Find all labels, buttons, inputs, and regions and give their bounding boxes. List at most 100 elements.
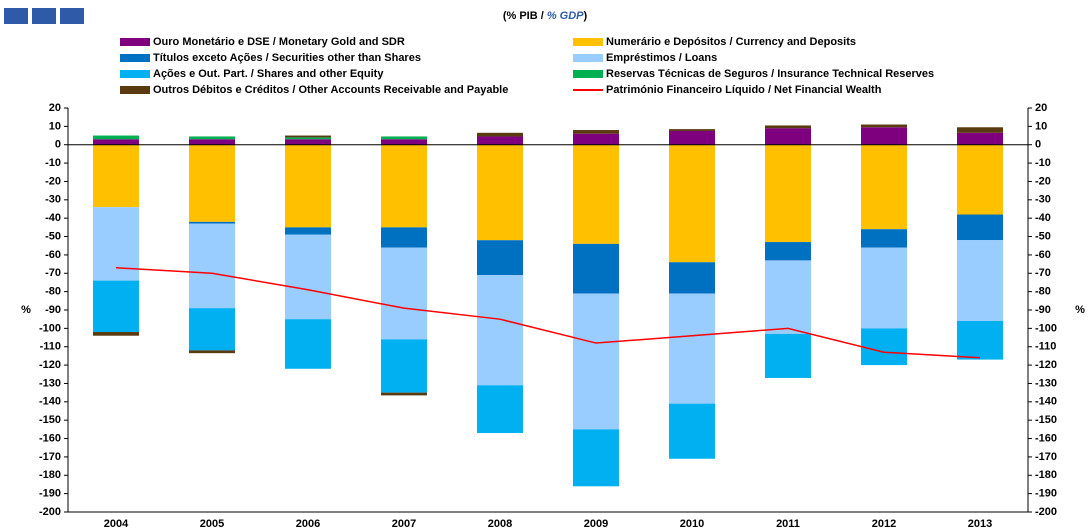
y2-tick-label: -140 (1035, 396, 1057, 408)
legend-swatch (120, 86, 150, 94)
bar-segment (285, 234, 331, 320)
x-tick-label: 2009 (584, 518, 608, 530)
bar-segment (861, 247, 907, 329)
bar-segment (477, 385, 523, 434)
bar-segment (189, 223, 235, 309)
y2-tick-label: -20 (1035, 175, 1051, 187)
y-tick-label: -190 (39, 488, 61, 500)
bar-segment (957, 214, 1003, 241)
bar-segment (669, 144, 715, 263)
bar-segment (189, 136, 235, 140)
y-tick-label: -80 (45, 286, 61, 298)
y-tick-label: -170 (39, 451, 61, 463)
bar-segment (93, 135, 139, 140)
legend-label: Ouro Monetário e DSE / Monetary Gold and… (153, 36, 405, 48)
y2-tick-label: -70 (1035, 267, 1051, 279)
bar-segment (765, 260, 811, 334)
bar-segment (477, 275, 523, 386)
legend-label: Outros Débitos e Créditos / Other Accoun… (153, 84, 508, 96)
x-tick-label: 2006 (296, 518, 320, 530)
bar-segment (189, 139, 235, 145)
bar-segment (573, 293, 619, 430)
bar-segment (285, 144, 331, 228)
x-tick-label: 2010 (680, 518, 704, 530)
y2-axis-label: % (1075, 304, 1085, 316)
y2-tick-label: -200 (1035, 506, 1057, 518)
bar-segment (573, 429, 619, 487)
x-tick-label: 2007 (392, 518, 416, 530)
bar-segment (765, 128, 811, 145)
bar-segment (957, 132, 1003, 145)
logo-block (60, 8, 84, 24)
legend-label: Numerário e Depósitos / Currency and Dep… (606, 36, 856, 48)
y-tick-label: -180 (39, 469, 61, 481)
y2-tick-label: -130 (1035, 377, 1057, 389)
y2-tick-label: -60 (1035, 249, 1051, 261)
bar-segment (93, 332, 139, 336)
bar-segment (477, 144, 523, 241)
line-series (115, 267, 981, 359)
y-tick-label: -50 (45, 230, 61, 242)
legend-label: Ações e Out. Part. / Shares and other Eq… (153, 68, 384, 80)
bar-segment (285, 227, 331, 235)
y-tick-label: -120 (39, 359, 61, 371)
bar-segment (381, 144, 427, 228)
y-tick-label: 20 (49, 102, 61, 114)
bar-segment (861, 127, 907, 145)
bar-segment (669, 262, 715, 294)
legend-label: Reservas Técnicas de Seguros / Insurance… (606, 68, 934, 80)
bar-segment (957, 127, 1003, 133)
bar-segment (381, 392, 427, 396)
subtitle: (% PIB / % GDP) (503, 10, 588, 22)
bar-segment (189, 144, 235, 222)
y2-tick-label: -110 (1035, 341, 1056, 353)
bar-segment (93, 280, 139, 333)
y2-tick-label: -100 (1035, 322, 1057, 334)
y-tick-label: -20 (45, 175, 61, 187)
bar-segment (381, 339, 427, 393)
y-tick-label: -200 (39, 506, 61, 518)
bar-segment (381, 227, 427, 248)
bar-segment (381, 136, 427, 140)
bar-segment (573, 133, 619, 145)
bar-segment (93, 139, 139, 145)
legend-swatch (573, 70, 603, 78)
y2-tick-label: -160 (1035, 432, 1057, 444)
bar-segment (957, 240, 1003, 322)
y-tick-label: 0 (55, 139, 61, 151)
y2-tick-label: -120 (1035, 359, 1057, 371)
legend-label: Títulos exceto Ações / Securities other … (153, 52, 421, 64)
legend-swatch (120, 38, 150, 46)
bar-segment (957, 144, 1003, 215)
y-tick-label: -100 (39, 322, 61, 334)
bar-segment (189, 350, 235, 354)
y2-tick-label: -190 (1035, 488, 1057, 500)
bar-segment (669, 293, 715, 404)
bar-segment (861, 229, 907, 248)
bar-segment (861, 328, 907, 366)
legend-label: Empréstimos / Loans (606, 52, 717, 64)
y-tick-label: -70 (45, 267, 61, 279)
bar-segment (285, 137, 331, 140)
y2-tick-label: -180 (1035, 469, 1057, 481)
y-axis-label: % (21, 304, 31, 316)
y-tick-label: -60 (45, 249, 61, 261)
bar-segment (669, 403, 715, 459)
bar-segment (381, 247, 427, 340)
y-tick-label: -40 (45, 212, 61, 224)
y2-tick-label: -150 (1035, 414, 1057, 426)
y2-tick-label: -50 (1035, 230, 1051, 242)
x-tick-label: 2004 (104, 518, 129, 530)
y-tick-label: -110 (40, 341, 61, 353)
bar-segment (381, 139, 427, 145)
legend-swatch (120, 54, 150, 62)
legend-swatch (573, 38, 603, 46)
y-tick-label: -140 (39, 396, 61, 408)
bar-segment (285, 135, 331, 138)
y-tick-label: -90 (45, 304, 61, 316)
bar-segment (957, 321, 1003, 360)
bar-segment (669, 130, 715, 145)
logo-block (4, 8, 28, 24)
bar-segment (765, 242, 811, 261)
